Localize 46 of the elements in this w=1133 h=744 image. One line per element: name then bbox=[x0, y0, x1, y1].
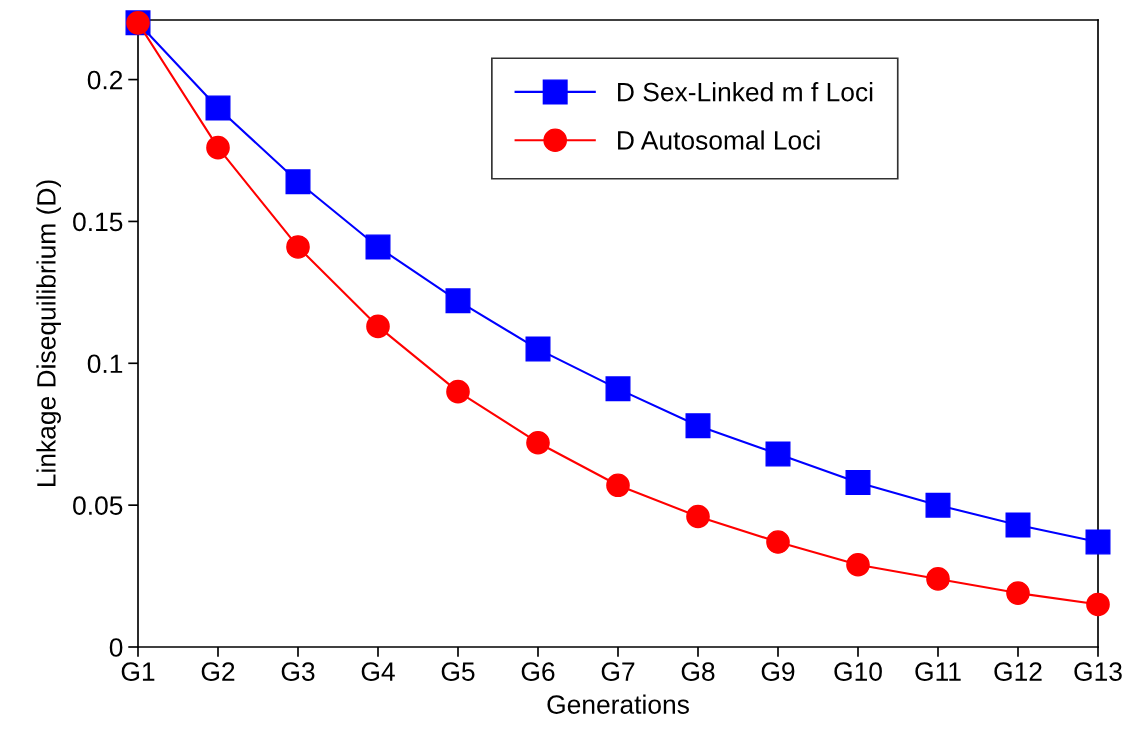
y-tick-label: 0 bbox=[109, 638, 123, 657]
point bbox=[526, 430, 550, 455]
point bbox=[686, 504, 710, 529]
legend-label: D Sex-Linked m f Loci bbox=[618, 82, 873, 102]
point bbox=[1086, 592, 1110, 617]
point bbox=[766, 530, 790, 554]
point bbox=[366, 314, 390, 339]
point bbox=[605, 376, 631, 402]
point bbox=[285, 169, 311, 195]
point bbox=[206, 135, 230, 160]
point bbox=[1085, 529, 1111, 555]
point bbox=[685, 413, 711, 439]
point bbox=[446, 379, 470, 404]
point bbox=[845, 469, 871, 495]
y-tick-label: 0.1 bbox=[87, 354, 123, 374]
point bbox=[926, 567, 950, 591]
x-tick-label: G8 bbox=[681, 662, 715, 681]
point bbox=[606, 473, 630, 498]
y-tick-label: 0.15 bbox=[73, 212, 123, 232]
point bbox=[765, 441, 791, 467]
point bbox=[205, 95, 231, 121]
x-tick-label: G13 bbox=[1074, 662, 1122, 681]
point bbox=[925, 492, 951, 518]
y-tick-label: 0.05 bbox=[73, 496, 123, 515]
x-tick-label: G2 bbox=[201, 662, 235, 681]
x-tick-label: G7 bbox=[601, 662, 635, 681]
point bbox=[846, 552, 870, 577]
x-tick-label: G9 bbox=[761, 662, 795, 681]
y-tick-label: 0.2 bbox=[87, 70, 123, 90]
x-axis-title: Generations bbox=[547, 694, 689, 714]
point bbox=[525, 336, 551, 362]
x-tick-label: G6 bbox=[521, 662, 555, 681]
x-tick-label: G12 bbox=[994, 662, 1042, 681]
legend-label: D Autosomal Loci bbox=[618, 130, 820, 150]
point bbox=[1006, 581, 1030, 605]
y-axis-title: Linkage Disequilibrium (D) bbox=[36, 180, 61, 487]
x-tick-label: G5 bbox=[441, 662, 475, 681]
point bbox=[286, 235, 310, 259]
x-tick-label: G11 bbox=[915, 662, 961, 681]
x-tick-label: G1 bbox=[121, 662, 155, 681]
x-tick-label: G10 bbox=[834, 662, 882, 681]
point bbox=[1005, 512, 1031, 538]
x-tick-label: G4 bbox=[361, 662, 395, 681]
x-tick-label: G3 bbox=[281, 662, 315, 681]
point bbox=[445, 288, 471, 314]
point bbox=[365, 234, 391, 260]
